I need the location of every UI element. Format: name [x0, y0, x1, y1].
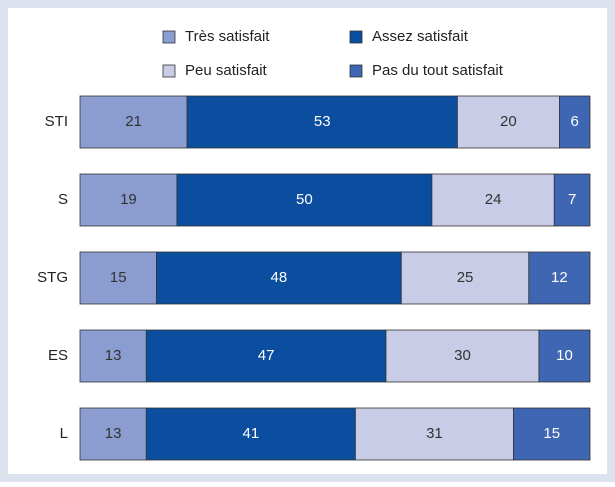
data-label: 7 — [568, 191, 576, 208]
legend-swatch — [162, 30, 176, 44]
data-label: 13 — [105, 347, 122, 364]
data-label: 20 — [500, 113, 517, 130]
bar-segment — [431, 173, 555, 227]
legend-label: Assez satisfait — [372, 28, 469, 45]
bar-segment — [385, 329, 540, 383]
data-label: 12 — [551, 269, 568, 286]
bar-segment — [79, 407, 147, 461]
legend-swatch — [162, 64, 176, 78]
bar-segment — [400, 251, 530, 305]
legend-swatch — [349, 64, 363, 78]
data-label: 15 — [110, 269, 127, 286]
bar-segment — [559, 95, 591, 149]
data-label: 24 — [485, 191, 502, 208]
legend-label: Pas du tout satisfait — [372, 62, 504, 79]
bar-segment — [176, 173, 433, 227]
data-label: 30 — [454, 347, 471, 364]
legend-label: Peu satisfait — [185, 62, 268, 79]
panel — [8, 8, 607, 474]
bar-segment — [186, 95, 458, 149]
data-label: 50 — [296, 191, 313, 208]
data-label: 13 — [105, 425, 122, 442]
bar-segment — [354, 407, 514, 461]
legend-label: Très satisfait — [185, 28, 270, 45]
y-tick-label: L — [60, 425, 68, 442]
legend-swatch — [349, 30, 363, 44]
bar-segment — [145, 407, 356, 461]
y-tick-label: S — [58, 191, 68, 208]
bar-segment — [538, 329, 591, 383]
y-tick-label: STG — [37, 269, 68, 286]
bar-segment — [79, 251, 157, 305]
data-label: 6 — [571, 113, 579, 130]
bar-segment — [528, 251, 591, 305]
bar-segment — [79, 95, 188, 149]
data-label: 25 — [457, 269, 474, 286]
bar-segment — [553, 173, 591, 227]
bar-segment — [156, 251, 402, 305]
data-label: 31 — [426, 425, 443, 442]
data-label: 47 — [258, 347, 275, 364]
bar-segment — [79, 329, 147, 383]
data-label: 48 — [271, 269, 288, 286]
data-label: 41 — [243, 425, 260, 442]
y-tick-label: STI — [45, 113, 68, 130]
data-label: 21 — [125, 113, 142, 130]
bar-segment — [79, 173, 178, 227]
data-label: 10 — [556, 347, 573, 364]
data-label: 15 — [543, 425, 560, 442]
data-label: 19 — [120, 191, 137, 208]
bar-segment — [456, 95, 560, 149]
y-tick-label: ES — [48, 347, 68, 364]
bar-segment — [145, 329, 387, 383]
bar-segment — [513, 407, 591, 461]
data-label: 53 — [314, 113, 331, 130]
